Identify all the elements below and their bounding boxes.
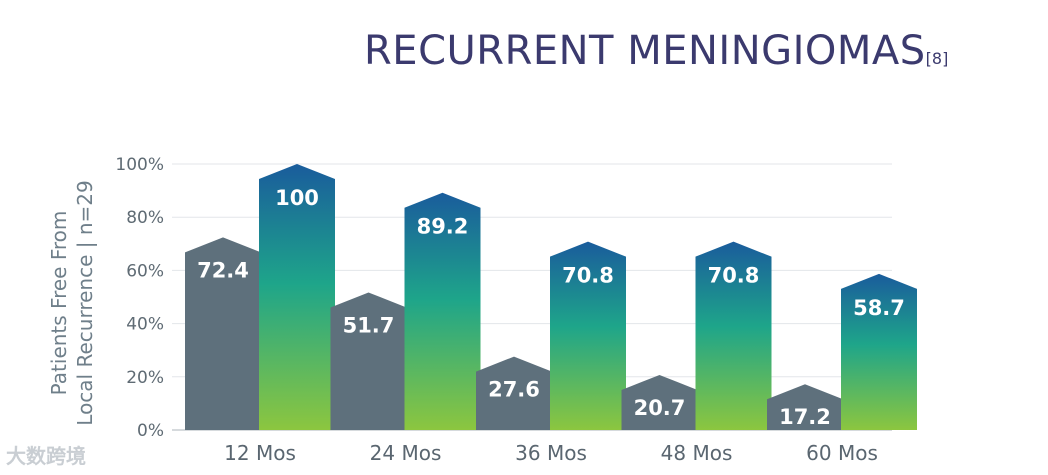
y-tick-label: 100%	[115, 155, 164, 175]
y-axis-label: Patients Free From Local Recurrence | n=2…	[47, 180, 97, 425]
y-tick-label: 60%	[126, 261, 164, 281]
data-label: 89.2	[417, 215, 469, 239]
data-label: 70.8	[708, 264, 760, 288]
data-label: 27.6	[488, 378, 540, 402]
bar-series-1	[767, 384, 843, 430]
data-label: 100	[275, 186, 319, 210]
chart-title-text: RECURRENT MENINGIOMAS	[364, 28, 926, 74]
data-label: 51.7	[343, 313, 395, 337]
bar-series-2	[404, 192, 481, 430]
data-label: 20.7	[634, 396, 686, 420]
x-tick-label: 48 Mos	[661, 441, 733, 465]
y-tick-label: 20%	[126, 368, 164, 388]
bar-series-2	[550, 241, 626, 430]
y-axis-label-line: Patients Free From	[47, 211, 71, 396]
bar-series-1	[185, 237, 261, 430]
chart-title-reference: [8]	[925, 49, 949, 68]
bar-series-1	[330, 292, 407, 430]
chart-title: RECURRENT MENINGIOMAS[8]	[364, 28, 948, 74]
data-label: 17.2	[779, 405, 831, 429]
y-tick-label: 40%	[126, 315, 164, 335]
y-tick-labels: 0% 20% 40% 60% 80% 100%	[115, 155, 164, 441]
data-label: 58.7	[853, 296, 905, 320]
x-tick-labels: 12 Mos 24 Mos 36 Mos 48 Mos 60 Mos	[224, 441, 878, 465]
bar-series-2	[259, 164, 335, 430]
x-tick-label: 36 Mos	[515, 441, 587, 465]
y-tick-label: 0%	[137, 421, 164, 441]
bar-series-2	[695, 241, 772, 430]
x-tick-label: 12 Mos	[224, 441, 296, 465]
x-tick-label: 24 Mos	[370, 441, 442, 465]
bars: 72.4 100 51.7 89.2 27.6 70.8 20.7 70.8 17.2 58.7	[185, 164, 917, 430]
bar-series-1	[476, 356, 552, 430]
data-label: 72.4	[197, 258, 249, 282]
data-label: 70.8	[562, 264, 614, 288]
bar-series-1	[621, 374, 698, 430]
y-axis-label-line: Local Recurrence | n=29	[73, 180, 97, 425]
bar-series-2	[841, 273, 917, 430]
watermark: 大数跨境	[6, 444, 86, 468]
x-tick-label: 60 Mos	[806, 441, 878, 465]
y-tick-label: 80%	[126, 208, 164, 228]
